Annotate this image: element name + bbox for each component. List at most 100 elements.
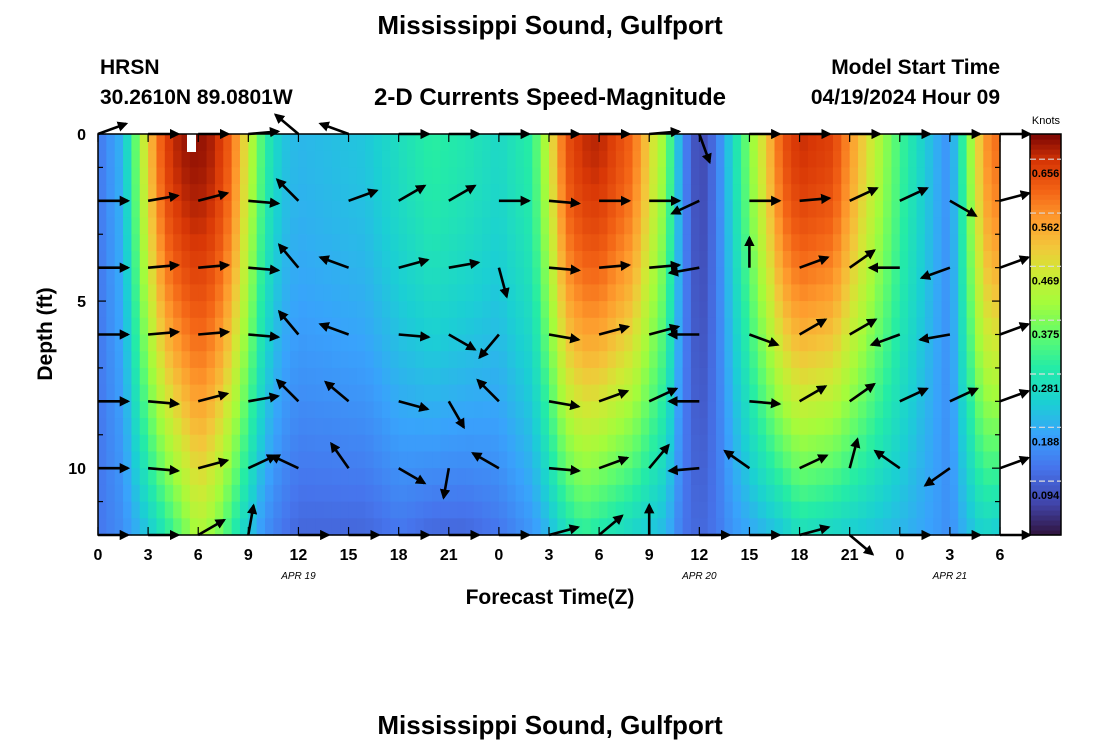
heatmap-cell — [206, 434, 216, 453]
heatmap-cell — [473, 384, 483, 402]
current-vector — [246, 503, 258, 536]
heatmap-cell — [824, 200, 834, 219]
heatmap-cell — [549, 217, 558, 235]
heatmap-cell — [181, 518, 191, 536]
heatmap-cell — [223, 301, 233, 319]
heatmap-cell — [340, 468, 350, 486]
heatmap-cell — [432, 451, 442, 469]
heatmap-cell — [615, 518, 625, 536]
heatmap-cell — [632, 401, 642, 419]
heatmap-cell — [590, 334, 600, 352]
heatmap-cell — [690, 351, 700, 369]
heatmap-cell — [799, 184, 809, 202]
heatmap-cell — [231, 200, 241, 219]
heatmap-cell — [607, 484, 617, 503]
heatmap-cell — [632, 367, 642, 386]
heatmap-cell — [331, 418, 341, 436]
heatmap-cell — [106, 134, 116, 152]
heatmap-cell — [807, 468, 817, 486]
heatmap-cell — [515, 301, 525, 319]
y-tick-label: 10 — [68, 461, 86, 478]
heatmap-cell — [373, 468, 383, 486]
heatmap-cell — [398, 184, 408, 202]
heatmap-cell — [139, 234, 149, 252]
heatmap-cell — [949, 150, 959, 169]
heatmap-cell — [690, 334, 700, 352]
heatmap-cell — [98, 234, 107, 252]
heatmap-cell — [657, 468, 667, 486]
heatmap-cell — [173, 284, 183, 302]
heatmap-cell — [974, 501, 984, 519]
heatmap-cell — [866, 468, 876, 486]
heatmap-cell — [874, 401, 884, 419]
heatmap-cell — [849, 284, 859, 302]
heatmap-cell — [549, 401, 558, 419]
heatmap-cell — [549, 468, 558, 486]
heatmap-cell — [348, 451, 358, 469]
heatmap-cell — [139, 317, 149, 336]
heatmap-cell — [231, 401, 241, 419]
colorbar-swatch — [1030, 494, 1061, 501]
heatmap-cell — [340, 351, 350, 369]
heatmap-cell — [958, 217, 968, 235]
heatmap-cell — [582, 217, 592, 235]
heatmap-cell — [423, 418, 433, 436]
heatmap-cell — [599, 267, 609, 285]
heatmap-cell — [381, 418, 391, 436]
heatmap-cell — [724, 484, 734, 503]
heatmap-cell — [390, 217, 400, 235]
heatmap-cell — [707, 451, 717, 469]
heatmap-cell — [832, 167, 842, 185]
heatmap-cell — [908, 334, 918, 352]
heatmap-cell — [415, 217, 425, 235]
heatmap-cell — [624, 234, 634, 252]
heatmap-cell — [248, 200, 258, 219]
heatmap-cell — [198, 501, 208, 519]
heatmap-cell — [315, 301, 325, 319]
heatmap-cell — [766, 418, 776, 436]
colorbar-swatch — [1030, 274, 1061, 280]
heatmap-cell — [373, 167, 383, 185]
heatmap-cell — [448, 317, 458, 336]
heatmap-cell — [373, 250, 383, 269]
heatmap-cell — [590, 501, 600, 519]
heatmap-cell — [574, 334, 584, 352]
heatmap-cell — [532, 451, 542, 469]
heatmap-cell — [265, 434, 274, 453]
colorbar-swatch — [1030, 454, 1061, 461]
heatmap-cell — [139, 418, 149, 436]
colorbar-swatch — [1030, 529, 1061, 536]
heatmap-cell — [883, 367, 893, 386]
heatmap-cell — [824, 418, 834, 436]
heatmap-cell — [290, 200, 300, 219]
heatmap-cell — [156, 434, 166, 453]
heatmap-cell — [690, 367, 700, 386]
heatmap-cell — [624, 401, 634, 419]
heatmap-cell — [916, 317, 926, 336]
heatmap-cell — [498, 234, 508, 252]
heatmap-cell — [198, 200, 208, 219]
heatmap-cell — [858, 234, 867, 252]
heatmap-cell — [574, 351, 584, 369]
heatmap-cell — [916, 301, 926, 319]
heatmap-cell — [682, 484, 692, 503]
heatmap-cell — [507, 334, 517, 352]
heatmap-cell — [415, 284, 425, 302]
heatmap-cell — [256, 501, 266, 519]
heatmap-cell — [933, 267, 943, 285]
heatmap-cell — [565, 234, 575, 252]
colorbar-swatch — [1030, 189, 1061, 195]
heatmap-cell — [356, 468, 366, 486]
heatmap-cell — [173, 434, 183, 453]
heatmap-cell — [682, 200, 692, 219]
heatmap-cell — [640, 234, 650, 252]
heatmap-cell — [432, 217, 442, 235]
heatmap-cell — [724, 418, 734, 436]
heatmap-cell — [866, 351, 876, 369]
heatmap-cell — [465, 167, 475, 185]
heatmap-cell — [741, 418, 751, 436]
heatmap-cell — [123, 234, 133, 252]
heatmap-cell — [381, 367, 391, 386]
heatmap-cell — [239, 401, 249, 419]
